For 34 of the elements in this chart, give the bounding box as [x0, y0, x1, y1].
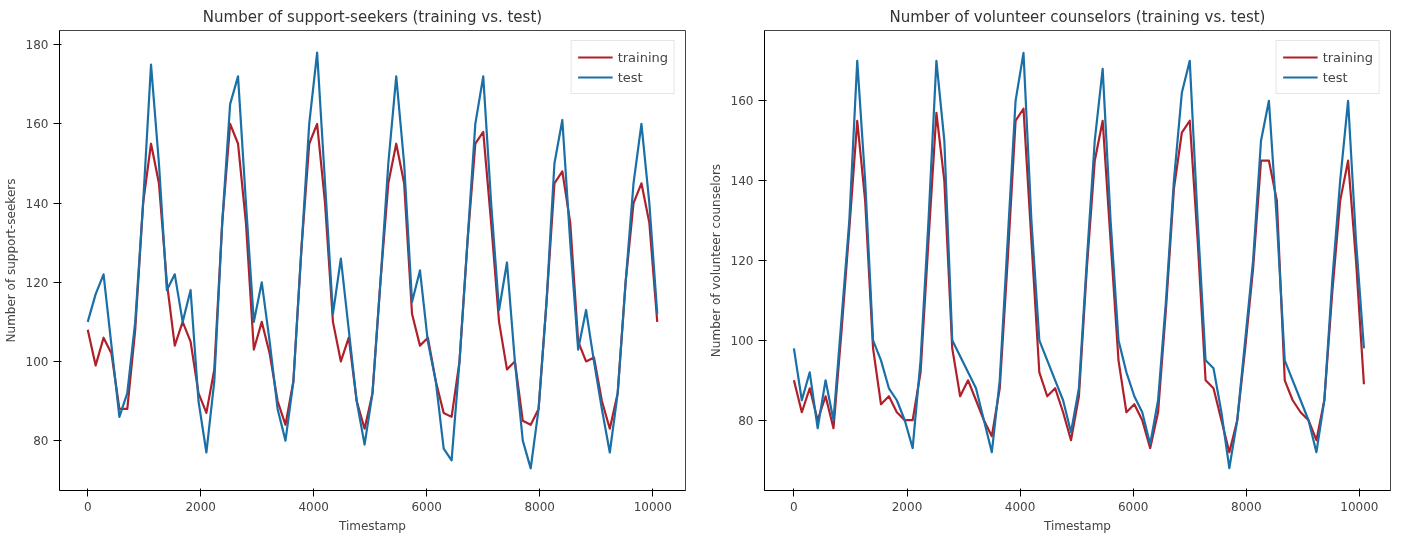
x-tick-label: 10000 [1340, 499, 1379, 514]
x-tick-label: 4000 [298, 499, 330, 514]
y-tick-label: 140 [25, 196, 49, 211]
y-tick-label: 80 [738, 413, 754, 428]
legend-label: training [617, 49, 668, 65]
x-tick-label: 0 [83, 499, 92, 514]
x-tick-label: 4000 [1004, 499, 1036, 514]
y-axis-title: Number of support-seekers [3, 178, 18, 343]
y-tick-label: 140 [730, 174, 754, 189]
x-axis-title: Timestamp [1043, 518, 1111, 533]
x-tick-label: 6000 [411, 499, 443, 514]
y-tick-label: 120 [25, 275, 49, 290]
y-tick-label: 160 [25, 117, 49, 132]
x-tick-label: 8000 [1231, 499, 1262, 514]
chart-title: Number of volunteer counselors (training vs. test) [889, 7, 1266, 26]
x-tick-label: 10000 [633, 499, 672, 514]
line-series [792, 107, 1366, 454]
y-axis-title: Number of volunteer counselors [708, 163, 723, 358]
x-tick-label: 2000 [185, 499, 217, 514]
x-tick-label: 6000 [1117, 499, 1149, 514]
legend-label: test [617, 69, 643, 85]
y-tick-label: 180 [25, 38, 49, 53]
x-axis-title: Timestamp [338, 518, 406, 533]
x-tick-label: 0 [790, 499, 798, 514]
y-tick-label: 160 [730, 94, 754, 109]
y-tick-label: 80 [33, 434, 49, 449]
chart-title: Number of support-seekers (training vs. test) [202, 7, 543, 26]
x-tick-label: 2000 [891, 499, 923, 514]
y-tick-label: 100 [730, 333, 754, 348]
legend-label: test [1322, 69, 1348, 85]
y-tick-label: 120 [730, 254, 754, 268]
y-tick-label: 100 [25, 354, 49, 369]
legend-label: training [1322, 49, 1373, 65]
x-tick-label: 8000 [524, 499, 556, 514]
